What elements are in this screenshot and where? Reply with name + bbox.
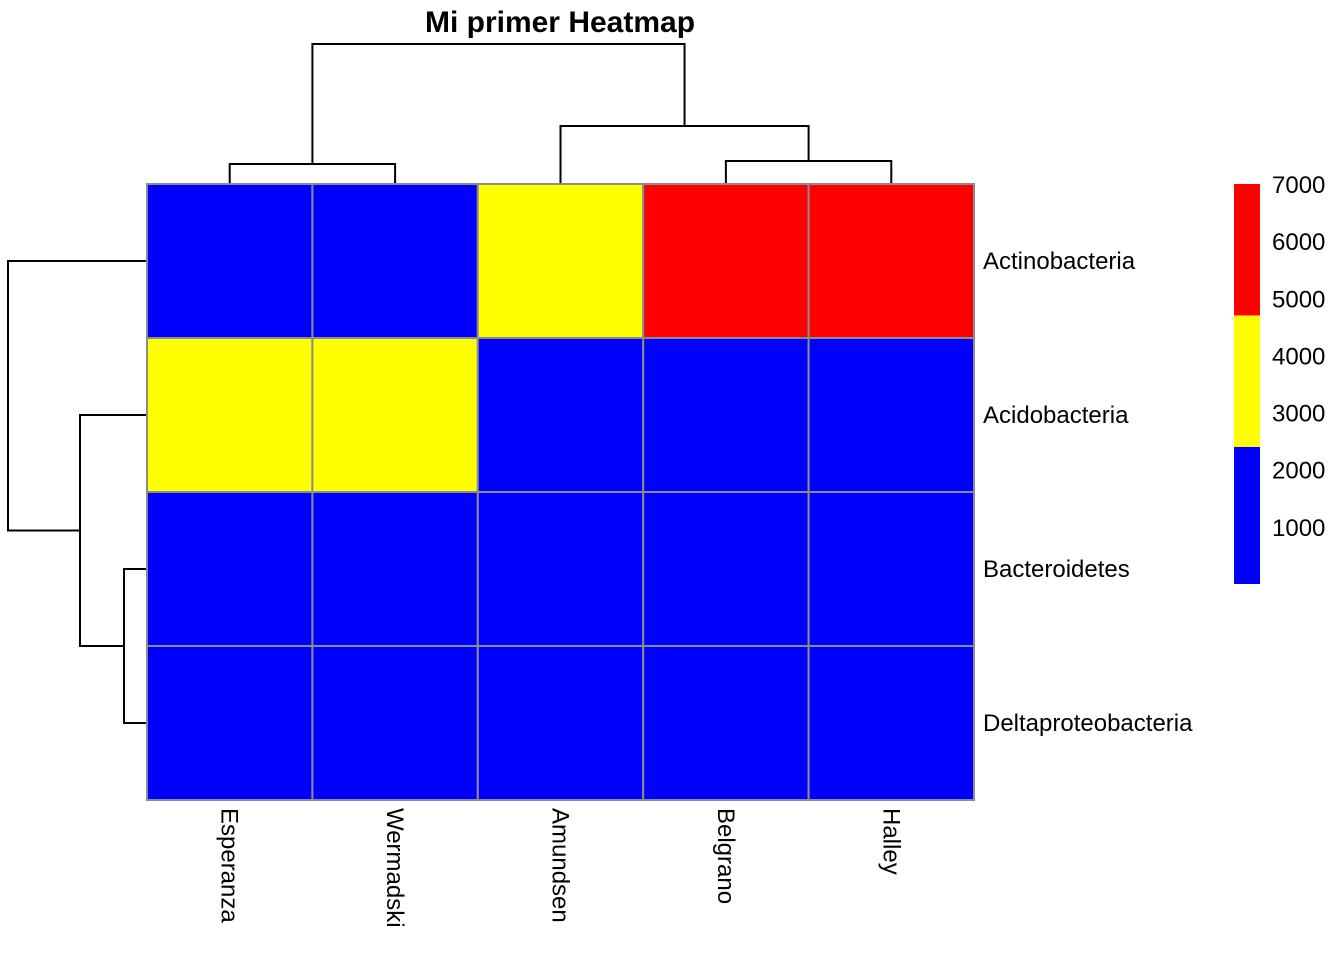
column-dendrogram	[228, 43, 893, 184]
column-label: Amundsen	[547, 808, 574, 923]
heatmap-cell-actinobacteria-amundsen	[476, 183, 645, 339]
legend-tick-label: 4000	[1272, 343, 1325, 370]
legend-tick-label: 7000	[1272, 172, 1325, 199]
heatmap-cell-deltaproteobacteria-amundsen	[476, 645, 645, 801]
legend-tick-label: 1000	[1272, 515, 1325, 542]
heatmap-cell-deltaproteobacteria-belgrano	[642, 645, 810, 801]
heatmap-cell-bacteroidetes-belgrano	[642, 491, 810, 647]
row-label: Actinobacteria	[983, 248, 1136, 275]
dendrogram-branch	[559, 125, 810, 184]
column-label: Halley	[877, 808, 904, 875]
column-label: Belgrano	[712, 808, 739, 904]
heatmap-cell-actinobacteria-belgrano	[642, 183, 810, 339]
legend-color-band	[1234, 315, 1260, 447]
row-label: Deltaproteobacteria	[983, 710, 1193, 737]
heatmap-cell-bacteroidetes-amundsen	[476, 491, 645, 647]
heatmap-cell-deltaproteobacteria-esperanza	[146, 645, 314, 801]
heatmap-cell-bacteroidetes-wermadski	[311, 491, 479, 647]
column-label: Wermadski	[381, 808, 408, 928]
heatmap-cell-actinobacteria-esperanza	[146, 183, 314, 339]
heatmap-cell-actinobacteria-halley	[807, 183, 975, 339]
heatmap-cell-acidobacteria-amundsen	[476, 337, 645, 493]
row-label: Acidobacteria	[983, 402, 1129, 429]
row-dendrogram	[7, 260, 147, 724]
dendrogram-branch	[79, 414, 147, 647]
legend-tick-label: 5000	[1272, 286, 1325, 313]
heatmap-cell-deltaproteobacteria-wermadski	[311, 645, 479, 801]
heatmap-cell-acidobacteria-belgrano	[642, 337, 810, 493]
column-label: Esperanza	[216, 808, 243, 923]
row-label: Bacteroidetes	[983, 556, 1130, 583]
legend-color-band	[1234, 446, 1260, 584]
row-labels: Actinobacteria Acidobacteria Bacteroidetes…	[983, 248, 1193, 737]
heatmap-cell-acidobacteria-wermadski	[311, 337, 479, 493]
heatmap-cell-bacteroidetes-halley	[807, 491, 975, 647]
heatmap-cell-actinobacteria-wermadski	[311, 183, 479, 339]
heatmap-cells	[146, 183, 975, 801]
legend-tick-label: 2000	[1272, 458, 1325, 485]
heatmap-cell-acidobacteria-halley	[807, 337, 975, 493]
legend-tick-label: 3000	[1272, 401, 1325, 428]
dendrogram-branch	[7, 260, 147, 532]
heatmap-cell-acidobacteria-esperanza	[146, 337, 314, 493]
chart-title: Mi primer Heatmap	[425, 6, 695, 39]
column-labels: Esperanza Wermadski Amundsen Belgrano Halley	[216, 808, 905, 928]
dendrogram-branch	[311, 43, 686, 164]
legend-color-band	[1234, 184, 1260, 316]
color-legend: 1000 2000 3000 4000 5000 6000 7000	[1234, 172, 1325, 584]
heatmap-cell-deltaproteobacteria-halley	[807, 645, 975, 801]
dendrogram-branch	[123, 568, 147, 724]
dendrogram-branch	[724, 160, 893, 184]
legend-tick-label: 6000	[1272, 229, 1325, 256]
heatmap-cell-bacteroidetes-esperanza	[146, 491, 314, 647]
dendrogram-branch	[228, 163, 397, 184]
